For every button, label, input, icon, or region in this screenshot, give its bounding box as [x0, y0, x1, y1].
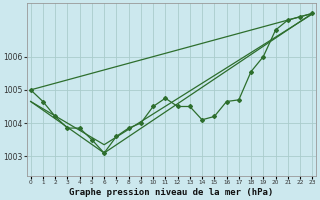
X-axis label: Graphe pression niveau de la mer (hPa): Graphe pression niveau de la mer (hPa): [69, 188, 274, 197]
